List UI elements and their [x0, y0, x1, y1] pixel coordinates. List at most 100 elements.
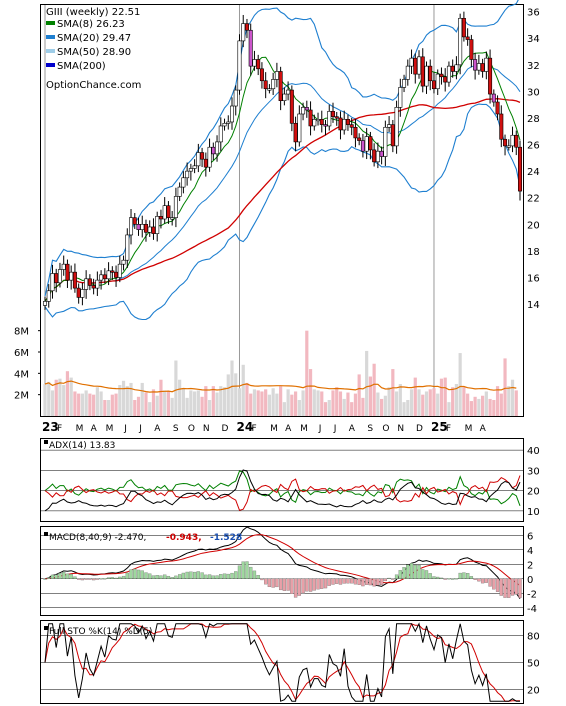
volume-average-line	[44, 380, 517, 393]
candle-body	[95, 279, 100, 289]
volume-bar	[353, 393, 358, 416]
volume-bar	[432, 388, 436, 416]
sma50-line	[44, 98, 521, 302]
candle-body	[334, 116, 339, 119]
volume-bar	[234, 373, 238, 416]
candle-body	[263, 80, 268, 90]
macd-histogram-bar	[211, 575, 215, 579]
volume-bar	[409, 389, 414, 416]
macd-histogram-bar	[402, 567, 406, 579]
candle-body	[102, 274, 107, 280]
volume-bar	[193, 391, 197, 416]
x-tick-label: O	[382, 424, 389, 434]
volume-y-tick: 2M	[14, 391, 29, 402]
x-tick-label: 25	[431, 420, 448, 434]
x-tick-label: A	[91, 424, 98, 434]
macd-histogram-bar	[409, 562, 414, 579]
macd-histogram-bar	[312, 578, 316, 591]
volume-bar	[170, 397, 174, 416]
volume-bar	[260, 391, 264, 416]
price-y-tick: 32	[527, 61, 540, 72]
candle-body	[349, 124, 354, 128]
candle-body	[233, 89, 238, 107]
macd-histogram-bar	[177, 574, 182, 579]
x-tick-label: M	[300, 424, 308, 434]
legend-swatch-sma8	[46, 21, 55, 25]
legend-sma50: SMA(50) 28.90	[57, 47, 131, 58]
indicator-y-tick: 10	[527, 507, 540, 518]
macd-histogram-bar	[151, 575, 156, 579]
candle-body	[158, 216, 163, 220]
indicator-y-tick: -2	[527, 589, 537, 600]
candle-body	[488, 57, 493, 95]
candle-body	[65, 263, 70, 281]
volume-bar	[286, 389, 290, 416]
x-tick-label: M	[270, 424, 278, 434]
macd-histogram-bar	[110, 577, 114, 579]
macd-histogram-bar	[192, 571, 197, 579]
volume-bar	[204, 386, 208, 416]
volume-bar	[417, 389, 421, 416]
volume-bar	[451, 387, 455, 416]
candle-body	[420, 56, 425, 87]
price-y-tick: 18	[527, 247, 540, 258]
candle-body	[143, 224, 148, 233]
volume-bar	[323, 402, 328, 416]
candle-body	[375, 150, 380, 163]
volume-bar	[458, 353, 462, 416]
macd-histogram-bar	[62, 572, 66, 579]
candle-body	[428, 65, 433, 82]
volume-bar	[290, 394, 294, 416]
candle-body	[259, 68, 264, 82]
volume-bar	[275, 393, 279, 416]
macd-histogram-bar	[252, 570, 257, 579]
macd-histogram-bar	[121, 575, 126, 579]
macd-histogram-bar	[421, 569, 425, 579]
volume-bar	[454, 384, 459, 416]
candle-body	[503, 138, 508, 147]
candle-body	[170, 217, 175, 220]
macd-histogram-bar	[80, 578, 85, 581]
macd-histogram-bar	[155, 575, 159, 579]
volume-bar	[297, 400, 301, 416]
macd-histogram-bar	[308, 578, 313, 592]
macd-histogram-bar	[379, 578, 384, 586]
macd-histogram-bar	[230, 572, 234, 579]
volume-bar	[118, 385, 122, 416]
candle-body	[155, 216, 160, 234]
volume-bar	[424, 391, 429, 416]
volume-bar	[447, 402, 451, 416]
macd-histogram-bar	[488, 578, 492, 587]
candle-body	[383, 126, 388, 157]
macd-histogram-bar	[462, 572, 466, 579]
volume-bar	[428, 389, 432, 416]
candle-body	[304, 107, 309, 111]
volume-bar	[200, 396, 204, 416]
volume-bar	[439, 378, 444, 416]
macd-histogram-bar	[267, 578, 272, 588]
candle-body	[252, 59, 257, 67]
macd-histogram-bar	[200, 572, 204, 579]
macd-histogram-bar	[54, 574, 58, 579]
chart-title: GIII (weekly) 22.51	[46, 7, 140, 18]
x-tick-label: M	[106, 424, 114, 434]
macd-histogram-bar	[256, 575, 260, 579]
volume-bar	[279, 386, 283, 416]
volume-bar	[466, 393, 470, 416]
volume-bar	[293, 391, 298, 416]
bollinger-upper	[44, 0, 519, 297]
volume-y-tick: 8M	[14, 327, 29, 338]
macd-histogram-bar	[170, 577, 174, 579]
macd-histogram-bar	[129, 569, 133, 579]
macd-histogram-bar	[436, 576, 440, 579]
macd-histogram-bar	[140, 570, 144, 579]
macd-histogram-bar	[58, 573, 62, 579]
macd-line	[44, 526, 521, 599]
macd-histogram-bar	[451, 578, 455, 580]
macd-panel	[40, 526, 524, 616]
macd-histogram-bar	[398, 570, 402, 579]
macd-signal-line	[44, 534, 521, 587]
volume-bar	[376, 392, 380, 416]
candle-body	[394, 107, 399, 147]
macd-histogram-bar	[99, 578, 103, 580]
